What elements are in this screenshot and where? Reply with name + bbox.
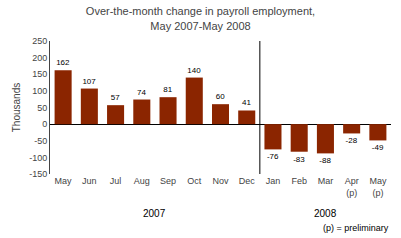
svg-text:-88: -88: [319, 156, 331, 165]
svg-text:Aug: Aug: [134, 176, 150, 186]
svg-text:Mar: Mar: [318, 176, 334, 186]
svg-text:140: 140: [187, 66, 201, 75]
svg-text:-49: -49: [372, 143, 384, 152]
svg-text:0: 0: [42, 119, 47, 129]
svg-text:May(p): May(p): [369, 176, 387, 198]
svg-text:Nov: Nov: [212, 176, 229, 186]
svg-text:50: 50: [37, 103, 47, 113]
svg-text:107: 107: [82, 77, 96, 86]
svg-text:Jun: Jun: [82, 176, 97, 186]
svg-text:Sep: Sep: [160, 176, 176, 186]
svg-text:74: 74: [137, 88, 146, 97]
svg-text:2008: 2008: [314, 208, 337, 219]
svg-text:60: 60: [216, 92, 225, 101]
svg-text:100: 100: [32, 86, 47, 96]
svg-text:(p) = preliminary: (p) = preliminary: [323, 223, 389, 233]
svg-text:Over-the-month change in payro: Over-the-month change in payroll employm…: [86, 5, 315, 31]
svg-text:Thousands: Thousands: [11, 83, 22, 132]
svg-text:150: 150: [32, 69, 47, 79]
svg-text:162: 162: [56, 58, 70, 67]
svg-text:200: 200: [32, 53, 47, 63]
svg-text:81: 81: [163, 85, 172, 94]
svg-text:-150: -150: [29, 169, 47, 179]
svg-text:Feb: Feb: [291, 176, 307, 186]
svg-text:Dec: Dec: [239, 176, 256, 186]
svg-text:-28: -28: [346, 136, 358, 145]
svg-text:-100: -100: [29, 153, 47, 163]
svg-text:250: 250: [32, 36, 47, 46]
svg-text:Jan: Jan: [266, 176, 281, 186]
svg-text:May: May: [55, 176, 73, 186]
svg-text:57: 57: [111, 93, 120, 102]
svg-text:-83: -83: [293, 155, 305, 164]
svg-text:-50: -50: [34, 136, 47, 146]
svg-text:Oct: Oct: [187, 176, 202, 186]
svg-text:Jul: Jul: [110, 176, 122, 186]
svg-text:-76: -76: [267, 152, 279, 161]
svg-text:41: 41: [242, 98, 251, 107]
svg-text:2007: 2007: [143, 208, 166, 219]
svg-text:Apr(p): Apr(p): [345, 176, 359, 198]
